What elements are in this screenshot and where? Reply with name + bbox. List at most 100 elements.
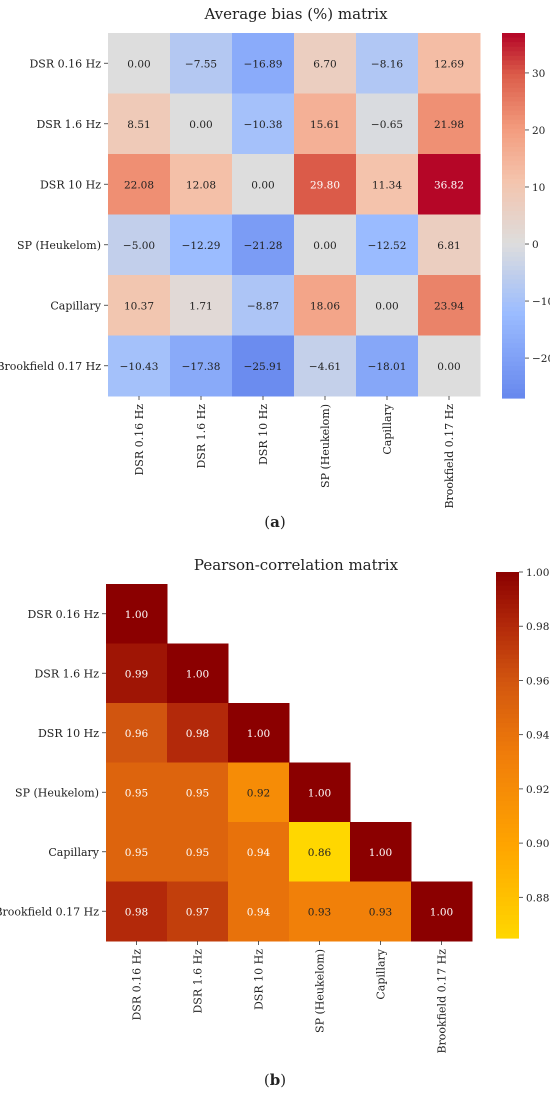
- heatmap-cell: [170, 154, 233, 215]
- colorbar-tick-label: 0.90: [526, 838, 549, 850]
- colorbar-segment: [502, 334, 525, 340]
- colorbar-segment: [502, 265, 525, 271]
- colorbar-segment: [502, 315, 525, 322]
- colorbar-segment: [496, 636, 519, 642]
- heatmap-cell: [418, 33, 481, 94]
- cell-value-label: −0.65: [371, 119, 403, 131]
- colorbar-segment: [502, 151, 525, 157]
- colorbar-segment: [496, 608, 519, 614]
- colorbar-segment: [502, 192, 525, 198]
- heatmap-cell: [167, 881, 229, 942]
- cell-value-label: 22.08: [124, 179, 154, 191]
- colorbar-tick-label: −20: [532, 353, 550, 365]
- colorbar-tick-label: 10: [532, 182, 545, 194]
- colorbar-segment: [502, 320, 525, 326]
- colorbar-segment: [502, 188, 525, 194]
- bias-matrix-row-labels: DSR 0.16 Hz DSR 1.6 Hz DSR 10 Hz SP (Heukel…: [0, 57, 108, 373]
- colorbar-segment: [502, 347, 525, 353]
- heatmap-cell: [106, 643, 168, 704]
- colorbar-segment: [496, 604, 519, 610]
- cell-value-label: 1.00: [125, 609, 148, 621]
- colorbar-segment: [502, 247, 525, 253]
- cell-value-label: 29.80: [310, 179, 340, 191]
- colorbar-segment: [502, 329, 525, 335]
- colorbar-segment: [502, 46, 525, 52]
- colorbar-segment: [496, 668, 519, 674]
- colorbar-segment: [496, 864, 519, 870]
- heatmap-cell: [108, 275, 171, 336]
- heatmap-cell: [356, 93, 419, 155]
- heatmap-cell: [418, 275, 481, 336]
- cell-value-label: 1.00: [247, 728, 270, 740]
- colorbar-segment: [496, 681, 519, 687]
- colorbar-segment: [496, 809, 519, 816]
- column-label: DSR 1.6 Hz: [192, 949, 205, 1014]
- colorbar-segment: [502, 142, 525, 148]
- heatmap-cell: [167, 762, 229, 823]
- cell-value-label: −18.01: [368, 361, 407, 373]
- heatmap-cell: [350, 822, 412, 882]
- heatmap-cell: [170, 214, 233, 276]
- colorbar-segment: [496, 672, 519, 678]
- column-label: Brookfield 0.17 Hz: [436, 949, 449, 1054]
- colorbar-segment: [496, 878, 519, 884]
- colorbar-segment: [496, 594, 519, 601]
- colorbar-segment: [496, 924, 519, 930]
- colorbar-segment: [496, 768, 519, 774]
- colorbar-segment: [496, 645, 519, 651]
- row-label: Capillary: [48, 846, 99, 859]
- colorbar-segment: [496, 572, 519, 578]
- colorbar-segment: [502, 160, 525, 166]
- colorbar-segment: [502, 238, 525, 244]
- heatmap-cell: [108, 154, 171, 215]
- cell-value-label: 0.95: [186, 847, 209, 859]
- colorbar-segment: [496, 837, 519, 843]
- correlation-matrix-panel: Pearson-correlation matrix 1.00 0.99 1.00 0…: [0, 556, 550, 1089]
- colorbar-segment: [496, 741, 519, 747]
- cell-value-label: −7.55: [185, 58, 217, 70]
- row-label: Capillary: [50, 299, 101, 312]
- colorbar-segment: [502, 169, 525, 176]
- colorbar-segment: [496, 585, 519, 591]
- cell-value-label: 1.00: [430, 906, 453, 918]
- colorbar-segment: [502, 274, 525, 280]
- colorbar-segment: [502, 87, 525, 93]
- colorbar-segment: [502, 279, 525, 285]
- heatmap-cell: [418, 335, 481, 397]
- colorbar-segment: [496, 613, 519, 619]
- colorbar-tick-label: 20: [532, 125, 545, 137]
- heatmap-cell: [356, 154, 419, 215]
- colorbar-segment: [502, 74, 525, 80]
- cell-value-label: 12.08: [186, 179, 216, 191]
- cell-value-label: 10.37: [124, 300, 154, 312]
- heatmap-cell: [167, 703, 229, 763]
- colorbar-segment: [502, 361, 525, 367]
- colorbar-segment: [496, 800, 519, 806]
- cell-value-label: 8.51: [127, 119, 150, 131]
- cell-value-label: 0.99: [125, 668, 148, 680]
- colorbar-segment: [502, 60, 525, 66]
- colorbar-segment: [502, 297, 525, 303]
- colorbar-segment: [502, 110, 525, 116]
- cell-value-label: 0.94: [247, 847, 271, 859]
- colorbar-segment: [496, 814, 519, 820]
- colorbar-segment: [496, 828, 519, 834]
- colorbar-segment: [502, 210, 525, 217]
- heatmap-cell: [106, 881, 168, 942]
- colorbar-segment: [502, 215, 525, 221]
- colorbar-segment: [496, 709, 519, 715]
- cell-value-label: 6.70: [313, 58, 336, 70]
- colorbar-segment: [496, 928, 519, 935]
- colorbar-segment: [496, 750, 519, 756]
- colorbar-segment: [502, 55, 525, 61]
- colorbar-segment: [502, 37, 525, 43]
- colorbar-segment: [496, 919, 519, 925]
- cell-value-label: 0.94: [247, 906, 271, 918]
- colorbar-segment: [496, 736, 519, 742]
- colorbar-segment: [502, 124, 525, 130]
- colorbar-tick-label: 0.94: [526, 730, 550, 742]
- colorbar-segment: [502, 242, 525, 249]
- colorbar-segment: [496, 910, 519, 916]
- colorbar-segment: [502, 147, 525, 153]
